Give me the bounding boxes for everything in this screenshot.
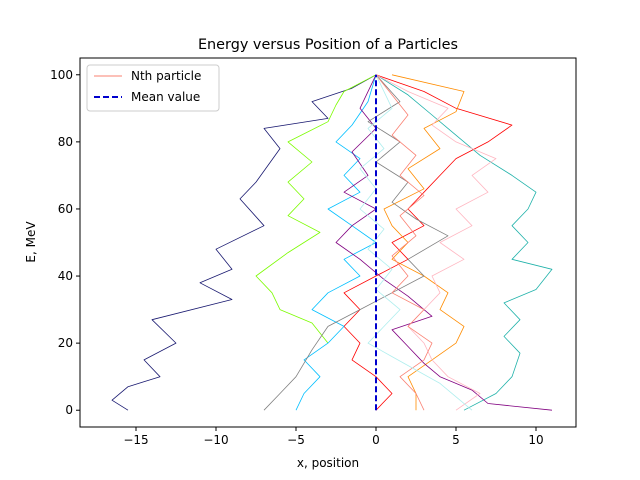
x-tick-label: −5	[287, 433, 305, 447]
series-particle-pink	[375, 74, 497, 411]
series-particle-navy	[111, 74, 377, 411]
series-particle-paleturquoise	[359, 74, 473, 411]
x-tick-label: −10	[203, 433, 228, 447]
y-axis-title: E, MeV	[24, 221, 38, 263]
y-axis: 0 20 40 60 80 100	[50, 68, 80, 417]
series-particle-teal	[375, 74, 553, 411]
legend: Nth particle Mean value	[86, 64, 220, 112]
plot-frame	[79, 57, 577, 428]
y-tick-label: 20	[58, 336, 73, 350]
y-tick-label: 0	[65, 403, 73, 417]
series-particle-gray	[263, 74, 449, 411]
series-particle-orange	[383, 74, 465, 411]
x-tick-label: 0	[372, 433, 380, 447]
series-particle-lime	[255, 74, 377, 344]
series-particle-purple	[335, 74, 553, 411]
y-tick-label: 60	[58, 202, 73, 216]
chart-title: Energy versus Position of a Particles	[198, 37, 458, 53]
series-particle-red	[343, 74, 513, 411]
x-tick-label: 5	[452, 433, 460, 447]
x-axis-title: x, position	[297, 456, 359, 470]
x-tick-label: 10	[528, 433, 543, 447]
legend-label-mean-value: Mean value	[131, 90, 200, 104]
legend-label-nth-particle: Nth particle	[131, 69, 201, 83]
y-tick-label: 100	[50, 68, 73, 82]
series-particle-salmon	[375, 74, 433, 411]
x-tick-label: −15	[123, 433, 148, 447]
y-tick-label: 80	[58, 135, 73, 149]
series-layer	[111, 74, 553, 411]
y-tick-label: 40	[58, 269, 73, 283]
x-axis: −15 −10 −5 0 5 10	[123, 427, 544, 447]
